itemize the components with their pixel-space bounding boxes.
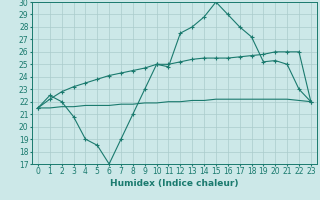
X-axis label: Humidex (Indice chaleur): Humidex (Indice chaleur) bbox=[110, 179, 239, 188]
